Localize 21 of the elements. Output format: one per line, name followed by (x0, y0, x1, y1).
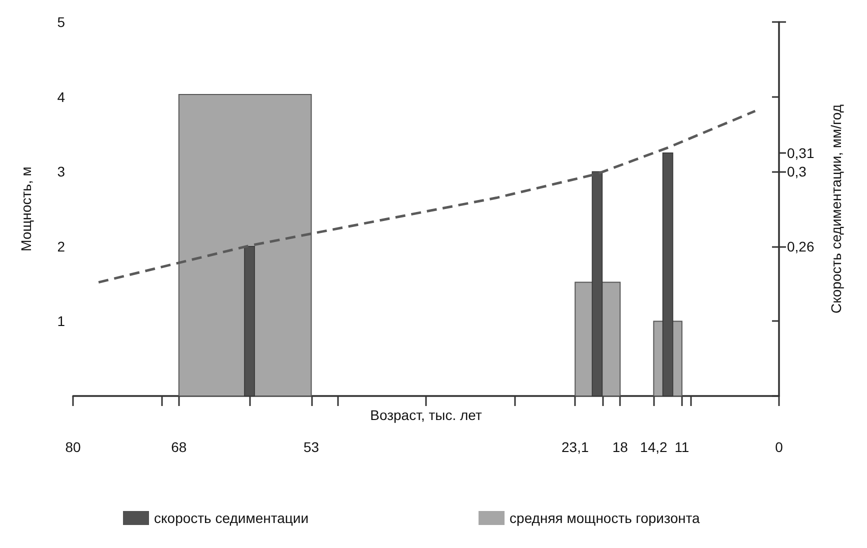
x-tick-label: 11 (674, 439, 690, 455)
legend-label: скорость седиментации (154, 510, 309, 526)
x-tick-label: 53 (303, 439, 320, 455)
x-tick-label: 18 (612, 439, 628, 455)
y2-tick-label: 0,26 (787, 238, 814, 254)
y2-tick-label: 0,31 (787, 144, 814, 161)
y-axis-title: Мощность, м (18, 166, 34, 252)
x-tick-label: 80 (65, 439, 81, 455)
x-axis-title: Возраст, тыс. лет (370, 407, 482, 423)
x-tick-label: 0 (775, 439, 784, 455)
x-tick-label: 14,2 (640, 439, 668, 455)
y2-axis-title: Скорость седиментации, мм/год (828, 104, 844, 314)
y-tick-label: 1 (57, 313, 66, 330)
y2-tick-label: 0,3 (787, 164, 807, 180)
y-tick-label: 4 (57, 88, 66, 105)
y-tick-label: 3 (57, 164, 66, 180)
y-tick-label: 5 (57, 14, 66, 30)
x-tick-label: 68 (171, 439, 187, 455)
x-tick-label: 23,1 (562, 439, 589, 455)
y-tick-label: 2 (57, 238, 66, 254)
legend-label: средняя мощность горизонта (510, 510, 700, 526)
